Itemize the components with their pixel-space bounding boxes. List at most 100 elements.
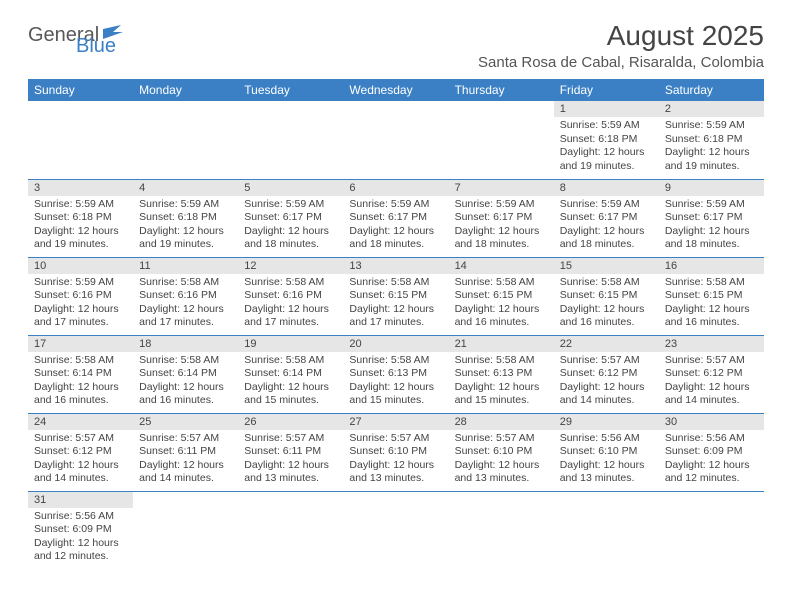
- sunrise-line: Sunrise: 5:59 AM: [34, 276, 114, 288]
- daylight-line: Daylight: 12 hours and 13 minutes.: [349, 459, 434, 485]
- daylight-line: Daylight: 12 hours and 18 minutes.: [665, 225, 750, 251]
- calendar-cell: 17 Sunrise: 5:58 AMSunset: 6:14 PM Dayligh…: [28, 335, 133, 413]
- calendar-cell: 15Sunrise: 5:58 AMSunset: 6:15 PMDayligh…: [554, 257, 659, 335]
- daylight-line: Daylight: 12 hours and 15 minutes.: [455, 381, 540, 407]
- sunrise-line: Sunrise: 5:58 AM: [455, 276, 535, 288]
- weekday-header: Wednesday: [343, 79, 448, 101]
- sunset-line: Sunset: 6:09 PM: [34, 523, 112, 535]
- sunrise-line: Sunrise: 5:57 AM: [560, 354, 640, 366]
- calendar-cell: 1Sunrise: 5:59 AMSunset: 6:18 PMDaylight…: [554, 101, 659, 179]
- daylight-line: Daylight: 12 hours and 19 minutes.: [139, 225, 224, 251]
- day-number: 12: [238, 258, 343, 274]
- sunrise-line: Sunrise: 5:58 AM: [244, 354, 324, 366]
- calendar-cell: 18Sunrise: 5:58 AMSunset: 6:14 PMDayligh…: [133, 335, 238, 413]
- day-details: Sunrise: 5:59 AMSunset: 6:16 PMDaylight:…: [28, 274, 133, 335]
- sunrise-line: Sunrise: 5:59 AM: [34, 198, 114, 210]
- calendar-cell: 27Sunrise: 5:57 AMSunset: 6:10 PMDayligh…: [343, 413, 448, 491]
- day-number: 2: [659, 101, 764, 117]
- sunrise-line: Sunrise: 5:58 AM: [139, 354, 219, 366]
- sunrise-line: Sunrise: 5:57 AM: [139, 432, 219, 444]
- day-number: 25: [133, 414, 238, 430]
- calendar-cell: 6 Sunrise: 5:59 AMSunset: 6:17 PM Daylight…: [343, 179, 448, 257]
- calendar-cell: 25Sunrise: 5:57 AMSunset: 6:11 PMDayligh…: [133, 413, 238, 491]
- calendar-row: 31Sunrise: 5:56 AMSunset: 6:09 PMDayligh…: [28, 491, 764, 569]
- calendar-cell: 10Sunrise: 5:59 AMSunset: 6:16 PMDayligh…: [28, 257, 133, 335]
- sunrise-line: Sunrise: 5:59 AM: [349, 198, 429, 210]
- sunset-line: Sunset: 6:13 PM: [455, 367, 533, 379]
- calendar-cell: 19Sunrise: 5:58 AMSunset: 6:14 PMDayligh…: [238, 335, 343, 413]
- day-details: Sunrise: 5:58 AMSunset: 6:15 PMDaylight:…: [659, 274, 764, 335]
- sunset-line: Sunset: 6:18 PM: [560, 133, 638, 145]
- month-title: August 2025: [478, 20, 764, 52]
- sunset-line: Sunset: 6:10 PM: [560, 445, 638, 457]
- sunrise-line: Sunrise: 5:59 AM: [560, 119, 640, 131]
- calendar-body: 1Sunrise: 5:59 AMSunset: 6:18 PMDaylight…: [28, 101, 764, 569]
- daylight-line: Daylight: 12 hours and 13 minutes.: [244, 459, 329, 485]
- day-number: 6: [343, 180, 448, 196]
- day-details: Sunrise: 5:57 AMSunset: 6:12 PMDaylight:…: [659, 352, 764, 413]
- sunrise-line: Sunrise: 5:56 AM: [665, 432, 745, 444]
- day-number: 8: [554, 180, 659, 196]
- daylight-line: Daylight: 12 hours and 16 minutes.: [34, 381, 119, 407]
- sunrise-line: Sunrise: 5:59 AM: [455, 198, 535, 210]
- calendar-cell: 22Sunrise: 5:57 AMSunset: 6:12 PMDayligh…: [554, 335, 659, 413]
- sunrise-line: Sunrise: 5:58 AM: [455, 354, 535, 366]
- sunset-line: Sunset: 6:14 PM: [34, 367, 112, 379]
- sunset-line: Sunset: 6:16 PM: [244, 289, 322, 301]
- day-details: Sunrise: 5:58 AMSunset: 6:16 PMDaylight:…: [238, 274, 343, 335]
- daylight-line: Daylight: 12 hours and 18 minutes.: [455, 225, 540, 251]
- daylight-line: Daylight: 12 hours and 18 minutes.: [349, 225, 434, 251]
- day-number: 15: [554, 258, 659, 274]
- daylight-line: Daylight: 12 hours and 19 minutes.: [560, 146, 645, 172]
- calendar-cell: 13Sunrise: 5:58 AMSunset: 6:15 PMDayligh…: [343, 257, 448, 335]
- day-details: Sunrise: 5:57 AMSunset: 6:10 PMDaylight:…: [449, 430, 554, 491]
- calendar-cell: 14Sunrise: 5:58 AMSunset: 6:15 PMDayligh…: [449, 257, 554, 335]
- day-details: Sunrise: 5:56 AMSunset: 6:09 PMDaylight:…: [28, 508, 133, 569]
- sunrise-line: Sunrise: 5:59 AM: [244, 198, 324, 210]
- day-number: 3: [28, 180, 133, 196]
- calendar-cell: [238, 491, 343, 569]
- location: Santa Rosa de Cabal, Risaralda, Colombia: [478, 54, 764, 71]
- calendar-cell: 11Sunrise: 5:58 AMSunset: 6:16 PMDayligh…: [133, 257, 238, 335]
- day-number: 9: [659, 180, 764, 196]
- day-details: Sunrise: 5:59 AMSunset: 6:18 PMDaylight:…: [28, 196, 133, 257]
- day-details: Sunrise: 5:58 AMSunset: 6:13 PMDaylight:…: [343, 352, 448, 413]
- sunset-line: Sunset: 6:17 PM: [349, 211, 427, 223]
- daylight-line: Daylight: 12 hours and 17 minutes.: [244, 303, 329, 329]
- calendar-cell: [133, 101, 238, 179]
- day-number: 19: [238, 336, 343, 352]
- weekday-header-row: SundayMondayTuesdayWednesdayThursdayFrid…: [28, 79, 764, 101]
- sunset-line: Sunset: 6:17 PM: [455, 211, 533, 223]
- calendar-cell: [343, 101, 448, 179]
- sunset-line: Sunset: 6:10 PM: [349, 445, 427, 457]
- day-details: Sunrise: 5:57 AMSunset: 6:12 PMDaylight:…: [554, 352, 659, 413]
- sunset-line: Sunset: 6:17 PM: [665, 211, 743, 223]
- sunrise-line: Sunrise: 5:56 AM: [34, 510, 114, 522]
- weekday-header: Tuesday: [238, 79, 343, 101]
- sunrise-line: Sunrise: 5:58 AM: [349, 276, 429, 288]
- sunrise-line: Sunrise: 5:57 AM: [455, 432, 535, 444]
- calendar-cell: [238, 101, 343, 179]
- sunrise-line: Sunrise: 5:58 AM: [34, 354, 114, 366]
- calendar-cell: [133, 491, 238, 569]
- weekday-header: Thursday: [449, 79, 554, 101]
- day-number: 17: [28, 336, 133, 352]
- calendar-cell: 4Sunrise: 5:59 AMSunset: 6:18 PMDaylight…: [133, 179, 238, 257]
- sunset-line: Sunset: 6:14 PM: [139, 367, 217, 379]
- daylight-line: Daylight: 12 hours and 17 minutes.: [34, 303, 119, 329]
- calendar-cell: 8Sunrise: 5:59 AMSunset: 6:17 PMDaylight…: [554, 179, 659, 257]
- sunrise-line: Sunrise: 5:59 AM: [665, 198, 745, 210]
- day-number: 24: [28, 414, 133, 430]
- daylight-line: Daylight: 12 hours and 19 minutes.: [665, 146, 750, 172]
- sunrise-line: Sunrise: 5:57 AM: [34, 432, 114, 444]
- sunset-line: Sunset: 6:16 PM: [139, 289, 217, 301]
- weekday-header: Monday: [133, 79, 238, 101]
- sunset-line: Sunset: 6:11 PM: [244, 445, 321, 457]
- sunrise-line: Sunrise: 5:57 AM: [349, 432, 429, 444]
- day-number: 20: [343, 336, 448, 352]
- sunset-line: Sunset: 6:09 PM: [665, 445, 743, 457]
- day-details: Sunrise: 5:59 AMSunset: 6:17 PMDaylight:…: [554, 196, 659, 257]
- daylight-line: Daylight: 12 hours and 18 minutes.: [244, 225, 329, 251]
- day-number: 13: [343, 258, 448, 274]
- day-details: Sunrise: 5:59 AMSunset: 6:17 PM Daylight:…: [449, 196, 554, 257]
